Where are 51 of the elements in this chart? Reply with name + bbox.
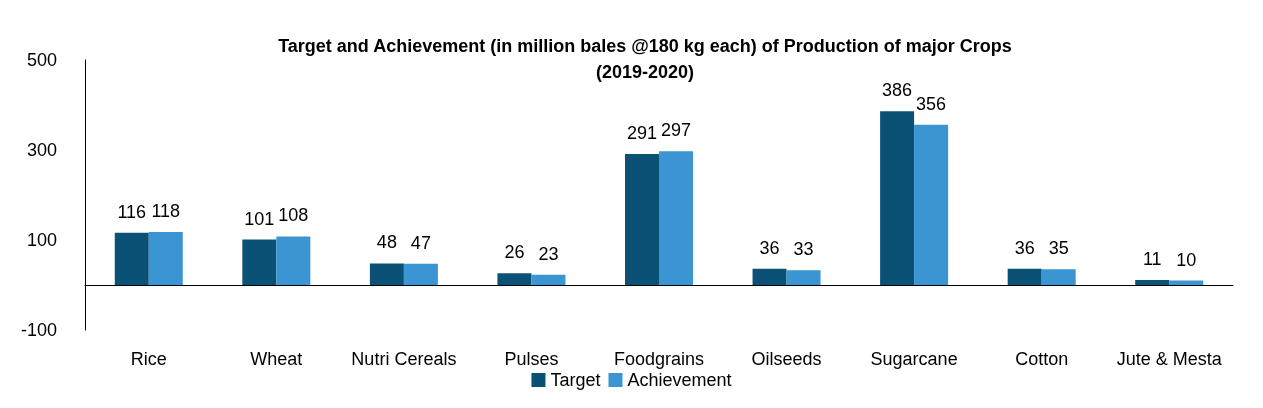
bar [242, 239, 277, 285]
data-label: 23 [538, 243, 559, 264]
bar [276, 236, 311, 285]
bar [659, 151, 693, 285]
data-label: 48 [376, 232, 397, 253]
data-label: 116 [117, 201, 147, 222]
bar [369, 263, 404, 285]
data-label: 36 [759, 237, 780, 258]
x-tick-label: Foodgrains [613, 349, 705, 369]
data-label: 26 [504, 242, 525, 263]
x-tick-label: Nutri Cereals [351, 349, 457, 369]
x-tick-label: Rice [130, 349, 167, 369]
bar [1041, 269, 1076, 285]
y-tick-label: 300 [26, 140, 57, 160]
bar [1007, 268, 1042, 285]
bar [752, 268, 787, 285]
y-tick-label: 100 [26, 230, 57, 250]
bar [1135, 280, 1170, 285]
data-label: 297 [660, 120, 692, 141]
legend-label: Achievement [627, 370, 732, 390]
data-label: 36 [1014, 237, 1035, 258]
x-tick-label: Pulses [504, 349, 559, 369]
x-tick-label: Cotton [1015, 349, 1069, 369]
bar [403, 263, 438, 285]
bar [114, 232, 149, 285]
chart-title: Target and Achievement (in million bales @180 kg each) of Production of major Crops (2019-2020) [278, 36, 1012, 82]
legend-label: Target [550, 370, 601, 390]
x-tick-label: Sugarcane [870, 349, 958, 369]
x-tick-label: Wheat [250, 349, 303, 369]
data-label: 101 [244, 208, 275, 229]
bar [914, 124, 949, 285]
bar [786, 270, 821, 285]
data-label: 291 [626, 123, 658, 144]
bar [625, 154, 659, 285]
data-label: 108 [278, 205, 309, 226]
data-label: 35 [1048, 238, 1069, 259]
bar [880, 111, 915, 285]
bar [497, 273, 532, 285]
y-tick-label: 500 [26, 50, 57, 70]
y-tick-label: -100 [20, 320, 57, 340]
data-label: 118 [151, 200, 181, 221]
x-tick-label: Jute & Mesta [1116, 349, 1223, 369]
data-label: 47 [410, 232, 431, 253]
data-label: 356 [916, 93, 947, 114]
data-label: 11 [1142, 249, 1162, 270]
data-label: 386 [882, 80, 913, 101]
bar [148, 231, 183, 285]
bar [531, 274, 566, 285]
x-tick-label: Oilseeds [751, 349, 822, 369]
data-label: 10 [1176, 249, 1197, 270]
data-label: 33 [793, 239, 814, 260]
